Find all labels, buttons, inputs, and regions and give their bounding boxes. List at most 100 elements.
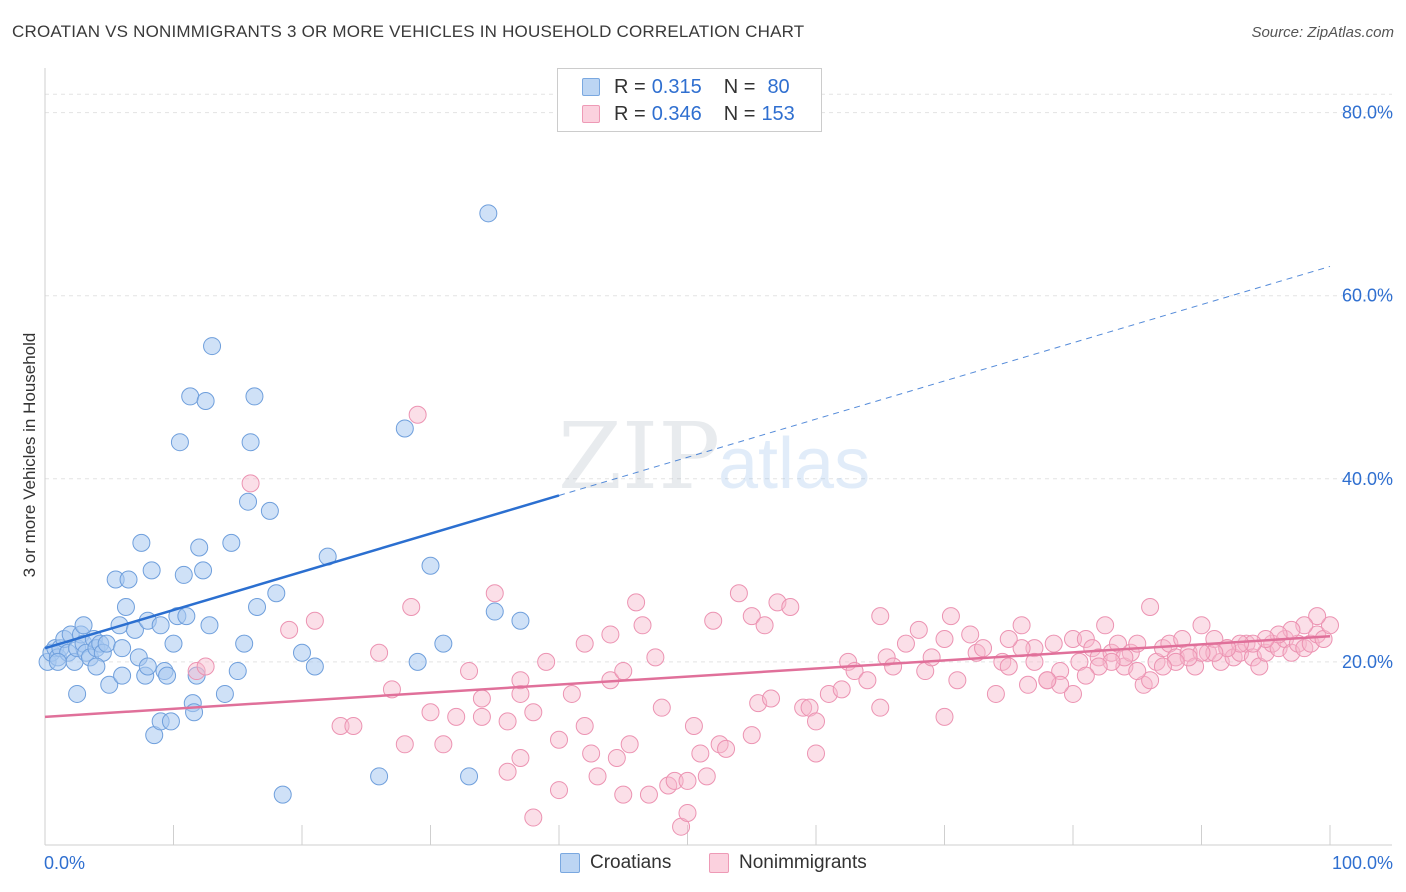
nonimmigrant-point [729,584,748,603]
nonimmigrant-point [1038,671,1057,690]
nonimmigrant-point [305,611,324,630]
nonimmigrant-point [1076,666,1095,685]
trend-lines [44,265,1331,719]
nonimmigrant-point [511,684,530,703]
croatian-point [460,767,479,786]
croatian-point [511,611,530,630]
nonimmigrant-point [961,625,980,644]
legend-n-value: 153 [761,102,795,125]
croatian-point [161,712,180,731]
croatian-point [200,616,219,635]
nonimmigrant-point [1141,597,1160,616]
nonimmigrant-point [807,744,825,763]
axes [44,68,1392,846]
nonimmigrant-point [562,684,581,703]
croatian-point [408,652,427,671]
nonimmigrant-point [935,630,954,649]
nonimmigrant-point [460,662,479,681]
source-credit: Source: ZipAtlas.com [1251,24,1394,41]
nonimmigrant-point [402,597,421,616]
nonimmigrant-point [1308,607,1327,626]
nonimmigrant-point [1089,657,1108,676]
nonimmigrant-point [498,762,517,781]
croatians-trend-extension [558,265,1331,496]
nonimmigrant-point [607,749,626,768]
croatian-point [164,634,183,653]
nonimmigrant-point [755,616,774,635]
croatian-point [421,556,440,575]
nonimmigrant-point [588,767,607,786]
legend-r-value: 0.315 [651,75,702,98]
croatian-point [116,597,135,616]
croatian-point [370,767,389,786]
bottom-legend-nonimmigrants: Nonimmigrants [709,852,867,874]
tick-labels: 20.0% 40.0% 60.0% 80.0% 0.0% 100.0% [44,103,1393,873]
y-tick-label: 20.0% [1342,652,1393,672]
legend-r-value: 0.346 [651,102,702,125]
nonimmigrant-point [678,803,697,822]
nonimmigrant-point [697,767,716,786]
nonimmigrant-point [524,703,543,722]
croatians-trend-line [44,494,560,650]
nonimmigrant-point [1051,662,1070,681]
croatian-point [305,657,324,676]
legend-n-label: N = [723,102,756,125]
nonimmigrant-point [652,698,671,717]
croatian-point [158,666,177,685]
croatian-point [267,584,286,603]
nonimmigrant-point [858,671,877,690]
croatian-point [194,561,213,580]
croatian-point [132,533,151,552]
croatian-point [181,387,200,406]
nonimmigrant-point [717,739,736,758]
nonimmigrant-point [1064,684,1082,703]
croatian-point [395,419,414,438]
nonimmigrant-point [550,781,568,800]
croatian-point [174,565,193,584]
nonimmigrant-point [1019,675,1038,694]
nonimmigrant-point [511,749,530,768]
croatian-point [241,433,260,452]
nonimmigrant-point [646,648,665,667]
croatian-point [187,666,206,685]
nonimmigrant-point [1096,616,1115,635]
nonimmigrant-point [620,735,639,754]
nonimmigrant-point [999,657,1018,676]
legend-n-label: N = [723,75,756,98]
nonimmigrant-point [742,726,761,745]
croatian-point [196,391,215,410]
bottom-swatch-croatians [560,853,580,873]
legend-n-value: 80 [767,75,790,98]
croatian-point [119,570,138,589]
croatian-point [239,492,258,511]
nonimmigrant-point [659,776,678,795]
bottom-legend-croatians: Croatians [560,852,671,874]
nonimmigrant-point [1128,662,1147,681]
nonimmigrant-point [896,634,915,653]
nonimmigrant-point [1192,616,1211,635]
croatian-point [228,662,247,681]
nonimmigrant-point [678,771,697,790]
croatian-point [113,639,132,658]
nonimmigrant-point [665,771,684,790]
croatians-points [38,204,530,804]
nonimmigrant-point [1153,657,1172,676]
nonimmigrant-point [344,716,363,735]
nonimmigrant-point [614,662,633,681]
croatian-point [485,602,504,621]
nonimmigrant-point [370,643,389,662]
croatian-point [434,634,453,653]
nonimmigrant-point [1243,634,1262,653]
croatian-point [235,634,254,653]
croatian-point [479,204,498,223]
nonimmigrant-point [704,611,723,630]
nonimmigrant-point [187,662,206,681]
nonimmigrant-point [633,616,652,635]
croatian-point [170,433,189,452]
croatian-point [74,616,93,635]
croatian-point [203,337,222,356]
croatian-point [248,597,267,616]
nonimmigrant-point [986,684,1005,703]
x-tick-label-right: 100.0% [1332,853,1393,873]
